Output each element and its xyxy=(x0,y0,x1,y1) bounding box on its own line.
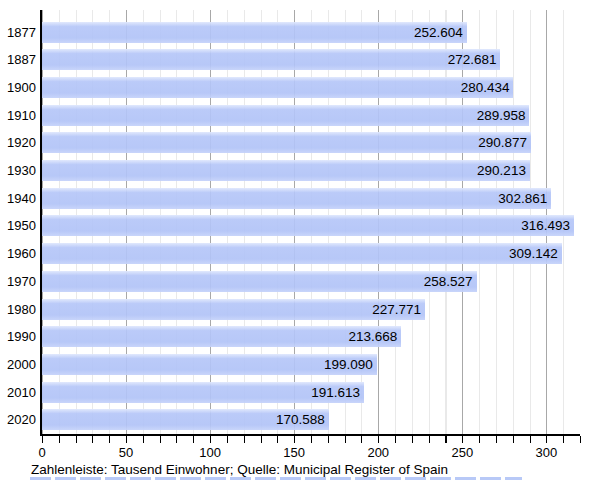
population-bar: 280.434 xyxy=(42,77,513,98)
bar-row: 2010 191.613 xyxy=(42,382,580,403)
value-label: 258.527 xyxy=(424,271,473,292)
population-bar: 272.681 xyxy=(42,49,500,70)
population-bar: 290.877 xyxy=(42,132,531,153)
bar-row: 1940 302.861 xyxy=(42,188,580,209)
bar-row: 1960 309.142 xyxy=(42,243,580,264)
bar-row: 1910 289.958 xyxy=(42,105,580,126)
population-bar: 302.861 xyxy=(42,188,551,209)
x-axis-ticks xyxy=(42,436,581,443)
year-label: 2010 xyxy=(0,382,36,403)
year-label: 1990 xyxy=(0,326,36,347)
x-tick-label: 0 xyxy=(38,446,45,460)
x-tick-label: 150 xyxy=(283,446,305,460)
year-label: 1887 xyxy=(0,49,36,70)
value-label: 309.142 xyxy=(509,243,558,264)
year-label: 1950 xyxy=(0,215,36,236)
year-label: 1900 xyxy=(0,77,36,98)
population-bar: 289.958 xyxy=(42,105,529,126)
value-label: 272.681 xyxy=(448,49,497,70)
population-bar: 227.771 xyxy=(42,299,425,320)
value-label: 199.090 xyxy=(324,354,373,375)
bar-row: 1980 227.771 xyxy=(42,299,580,320)
x-tick-label: 100 xyxy=(199,446,221,460)
population-bar: 170.588 xyxy=(42,409,329,430)
bar-row: 1950 316.493 xyxy=(42,215,580,236)
year-label: 1980 xyxy=(0,299,36,320)
x-tick-label: 200 xyxy=(367,446,389,460)
population-bar: 258.527 xyxy=(42,271,477,292)
value-label: 170.588 xyxy=(276,409,325,430)
year-label: 2020 xyxy=(0,409,36,430)
x-tick-label: 300 xyxy=(536,446,558,460)
bar-row: 1990 213.668 xyxy=(42,326,580,347)
value-label: 289.958 xyxy=(477,105,526,126)
bar-row: 1920 290.877 xyxy=(42,132,580,153)
source-caption: Zahlenleiste: Tausend Einwohner; Quelle:… xyxy=(31,462,448,477)
value-label: 280.434 xyxy=(461,77,510,98)
year-label: 1940 xyxy=(0,188,36,209)
bar-row: 2020 170.588 xyxy=(42,409,580,430)
year-label: 1970 xyxy=(0,271,36,292)
bar-row: 1970 258.527 xyxy=(42,271,580,292)
value-label: 290.877 xyxy=(478,132,527,153)
population-bar: 290.213 xyxy=(42,160,530,181)
value-label: 290.213 xyxy=(477,160,526,181)
year-label: 2000 xyxy=(0,354,36,375)
value-label: 302.861 xyxy=(498,188,547,209)
bar-row: 2000 199.090 xyxy=(42,354,580,375)
x-tick-label: 250 xyxy=(451,446,473,460)
population-bar: 213.668 xyxy=(42,326,401,347)
x-tick-label: 50 xyxy=(119,446,133,460)
value-label: 191.613 xyxy=(311,382,360,403)
population-development-chart: 1877 252.604 1887 272.681 1900 280.434 1… xyxy=(0,0,600,480)
population-bar: 252.604 xyxy=(42,22,467,43)
year-label: 1960 xyxy=(0,243,36,264)
bar-row: 1900 280.434 xyxy=(42,77,580,98)
bar-row: 1877 252.604 xyxy=(42,22,580,43)
population-bar: 191.613 xyxy=(42,382,364,403)
population-bar: 316.493 xyxy=(42,215,574,236)
plot-area: 1877 252.604 1887 272.681 1900 280.434 1… xyxy=(42,10,580,434)
value-label: 213.668 xyxy=(348,326,397,347)
year-label: 1920 xyxy=(0,132,36,153)
value-label: 316.493 xyxy=(521,215,570,236)
year-label: 1910 xyxy=(0,105,36,126)
y-axis-line xyxy=(40,10,42,436)
year-label: 1930 xyxy=(0,160,36,181)
year-label: 1877 xyxy=(0,22,36,43)
value-label: 227.771 xyxy=(372,299,421,320)
population-bar: 309.142 xyxy=(42,243,562,264)
x-axis-tick-labels: 0 50 100 150 200 250 300 xyxy=(42,446,580,460)
bar-row: 1930 290.213 xyxy=(42,160,580,181)
population-bar: 199.090 xyxy=(42,354,377,375)
bar-row: 1887 272.681 xyxy=(42,49,580,70)
value-label: 252.604 xyxy=(414,22,463,43)
